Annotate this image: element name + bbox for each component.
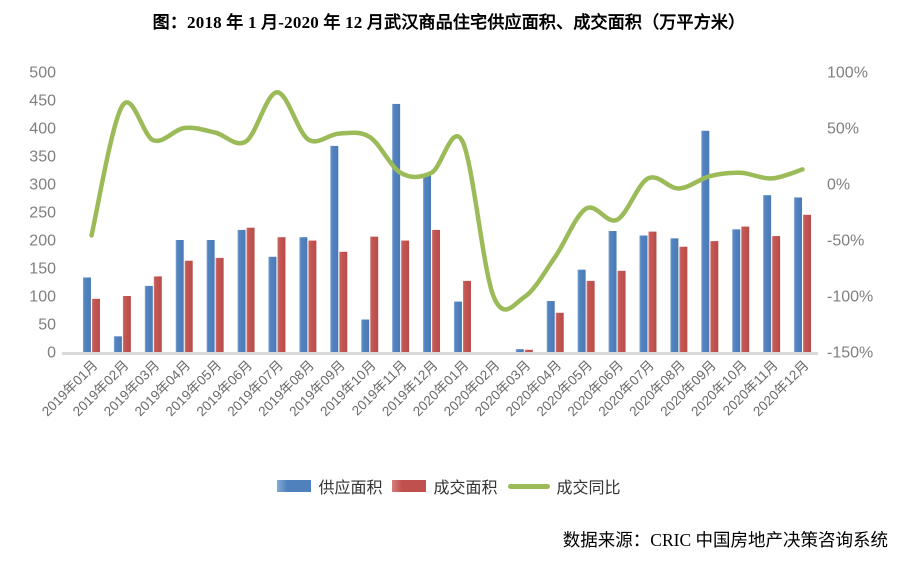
bar-transaction — [555, 312, 564, 352]
bar-supply — [670, 238, 679, 352]
bar-transaction — [710, 241, 719, 352]
bar-supply — [546, 301, 555, 352]
left-axis-tick-label: 450 — [29, 93, 56, 110]
right-axis-tick-label: -50% — [827, 233, 864, 250]
bar-transaction — [432, 229, 441, 352]
bar-supply — [268, 256, 277, 352]
transaction-series-swatch-icon — [392, 480, 427, 492]
legend-label-yoy: 成交同比 — [556, 480, 621, 497]
bar-transaction — [184, 260, 193, 352]
legend-label-supply: 供应面积 — [318, 480, 383, 497]
bar-supply — [144, 285, 153, 352]
bar-transaction — [803, 214, 812, 352]
bar-transaction — [246, 227, 255, 352]
bar-transaction — [339, 251, 348, 352]
bar-supply — [732, 229, 741, 352]
bar-supply — [392, 103, 401, 352]
bar-supply — [299, 237, 308, 352]
bar-transaction — [401, 240, 410, 352]
left-axis-tick-label: 150 — [29, 261, 56, 278]
bar-supply — [237, 229, 246, 352]
data-source-note: 数据来源：CRIC 中国房地产决策咨询系统 — [562, 530, 888, 550]
right-axis-tick-label: 100% — [827, 65, 868, 82]
left-axis-tick-label: 300 — [29, 177, 56, 194]
bar-supply — [175, 240, 184, 352]
bar-transaction — [586, 280, 595, 352]
bar-supply — [453, 301, 462, 352]
left-axis-tick-label: 0 — [47, 345, 56, 362]
right-axis-ticks: 100% 50% 0% -50% -100% -150% — [827, 65, 873, 362]
supply-series-swatch-icon — [277, 480, 312, 492]
bar-supply — [113, 336, 122, 352]
left-axis-tick-label: 400 — [29, 121, 56, 138]
bar-supply — [361, 319, 370, 352]
category-labels: 2019年01月2019年02月2019年03月2019年04月2019年05月… — [39, 358, 812, 420]
bar-supply — [423, 174, 432, 352]
bar-transaction — [679, 246, 688, 352]
bar-transaction — [308, 240, 317, 352]
bar-transaction — [122, 296, 131, 352]
bar-supply — [763, 195, 772, 352]
right-axis-tick-label: -100% — [827, 289, 873, 306]
bar-supply — [330, 145, 339, 352]
yoy-line-layer — [89, 89, 805, 312]
left-axis-tick-label: 250 — [29, 205, 56, 222]
legend-item-transaction: 成交面积 — [392, 474, 498, 498]
bar-supply — [701, 130, 710, 352]
bar-supply — [577, 269, 586, 352]
bar-transaction — [741, 226, 750, 352]
bar-transaction — [648, 231, 657, 352]
left-axis-tick-label: 350 — [29, 149, 56, 166]
left-axis-tick-label: 100 — [29, 289, 56, 306]
bar-supply — [82, 277, 91, 352]
bar-supply — [794, 197, 803, 352]
left-axis-tick-label: 500 — [29, 65, 56, 82]
left-axis-tick-label: 200 — [29, 233, 56, 250]
yoy-line — [89, 89, 805, 312]
bar-supply — [206, 240, 215, 352]
left-axis-tick-label: 50 — [38, 317, 56, 334]
chart-title: 图：2018 年 1 月-2020 年 12 月武汉商品住宅供应面积、成交面积（… — [152, 13, 746, 32]
bar-transaction — [617, 270, 626, 352]
chart-legend: 供应面积 成交面积 成交同比 — [0, 474, 898, 498]
legend-item-yoy: 成交同比 — [507, 474, 621, 498]
bars-layer — [62, 103, 818, 355]
bar-supply — [515, 349, 524, 352]
right-axis-tick-label: -150% — [827, 345, 873, 362]
bar-supply — [608, 231, 617, 352]
bar-transaction — [370, 236, 379, 352]
bar-supply — [639, 235, 648, 352]
legend-label-transaction: 成交面积 — [433, 480, 498, 497]
bar-transaction — [462, 280, 471, 352]
bar-transaction — [91, 298, 100, 352]
bar-transaction — [524, 349, 533, 352]
bar-transaction — [215, 257, 224, 352]
bar-transaction — [772, 236, 781, 352]
yoy-series-line-swatch-icon — [507, 483, 550, 489]
bar-transaction — [277, 237, 286, 352]
legend-item-supply: 供应面积 — [277, 474, 382, 498]
right-axis-tick-label: 0% — [827, 177, 850, 194]
right-axis-tick-label: 50% — [827, 121, 859, 138]
bar-transaction — [153, 276, 162, 352]
